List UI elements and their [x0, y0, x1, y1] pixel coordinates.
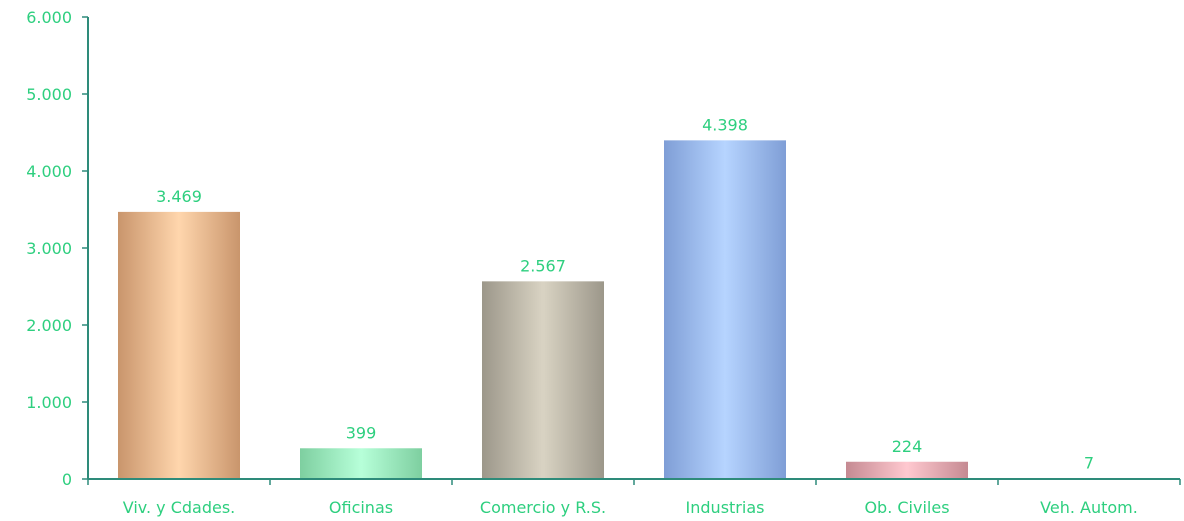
- x-tick-label: Veh. Autom.: [1040, 498, 1138, 517]
- bars-group: [118, 140, 1150, 479]
- y-tick-label: 6.000: [26, 8, 72, 27]
- x-tick-label: Comercio y R.S.: [480, 498, 606, 517]
- y-tick-label: 3.000: [26, 239, 72, 258]
- x-tick-label: Ob. Civiles: [864, 498, 949, 517]
- x-tick-label: Oficinas: [329, 498, 393, 517]
- data-label: 3.469: [156, 187, 202, 206]
- y-tick-label: 4.000: [26, 162, 72, 181]
- data-label: 224: [892, 437, 923, 456]
- x-tick-label: Viv. y Cdades.: [123, 498, 236, 517]
- bar: [664, 140, 786, 479]
- bar: [482, 281, 604, 479]
- y-tick-label: 0: [62, 470, 72, 489]
- data-labels-group: 3.469 399 2.567 4.398 224 7: [156, 115, 1094, 472]
- y-tick-label: 1.000: [26, 393, 72, 412]
- bar: [300, 448, 422, 479]
- x-tick-label: Industrias: [686, 498, 765, 517]
- y-tick-label: 2.000: [26, 316, 72, 335]
- bar: [846, 461, 968, 479]
- data-label: 399: [346, 423, 377, 442]
- data-label: 4.398: [702, 115, 748, 134]
- y-axis: 0 1.000 2.000 3.000 4.000 5.000 6.000: [26, 8, 89, 489]
- bar: [118, 211, 240, 479]
- data-label: 2.567: [520, 256, 566, 275]
- data-label: 7: [1084, 453, 1094, 472]
- x-axis: Viv. y Cdades. Oficinas Comercio y R.S. Ind…: [87, 478, 1181, 517]
- y-tick-label: 5.000: [26, 85, 72, 104]
